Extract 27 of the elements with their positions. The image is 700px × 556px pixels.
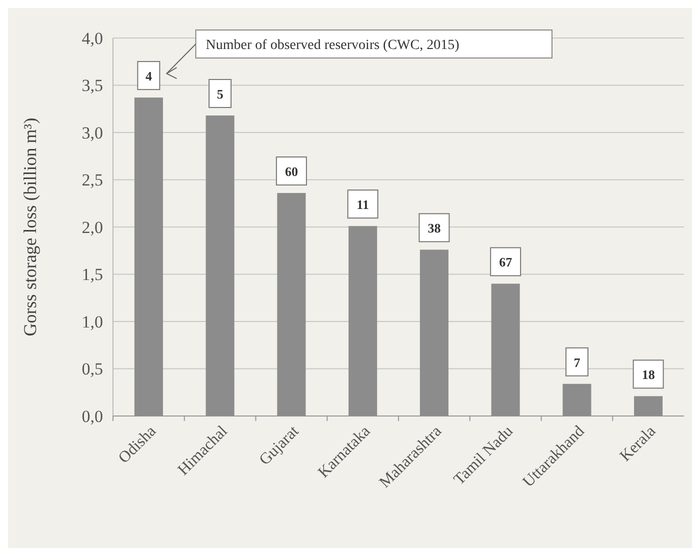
y-tick-label: 2,0 bbox=[82, 218, 103, 237]
annotation: 5 bbox=[216, 86, 224, 102]
bar bbox=[134, 98, 163, 416]
annotation: 7 bbox=[574, 354, 581, 370]
annotation: 67 bbox=[499, 254, 513, 270]
y-tick-label: 2,5 bbox=[82, 170, 103, 190]
y-tick-label: 1,5 bbox=[82, 265, 103, 284]
bar bbox=[634, 396, 663, 416]
y-axis-title: Gorss storage loss (billion m³) bbox=[20, 118, 40, 336]
annotation: 4 bbox=[145, 68, 152, 84]
annotation: 38 bbox=[428, 220, 442, 236]
bar bbox=[420, 250, 448, 416]
annotation: 11 bbox=[356, 197, 369, 212]
bar bbox=[491, 284, 520, 416]
annotation: Number of observed reservoirs (CWC, 2015) bbox=[206, 38, 460, 53]
y-tick-label: 4,0 bbox=[82, 28, 103, 48]
y-tick-label: 3,0 bbox=[82, 123, 103, 142]
y-tick-label: 1,0 bbox=[82, 312, 103, 332]
bar bbox=[562, 384, 592, 416]
annotation: 60 bbox=[284, 164, 298, 179]
y-tick-label: 0,5 bbox=[82, 360, 103, 379]
y-tick-label: 3,5 bbox=[82, 76, 103, 96]
bar bbox=[206, 115, 234, 416]
bar bbox=[348, 226, 378, 416]
bar bbox=[277, 192, 306, 416]
annotation: 18 bbox=[642, 367, 656, 382]
y-tick-label: 0,0 bbox=[82, 406, 103, 426]
